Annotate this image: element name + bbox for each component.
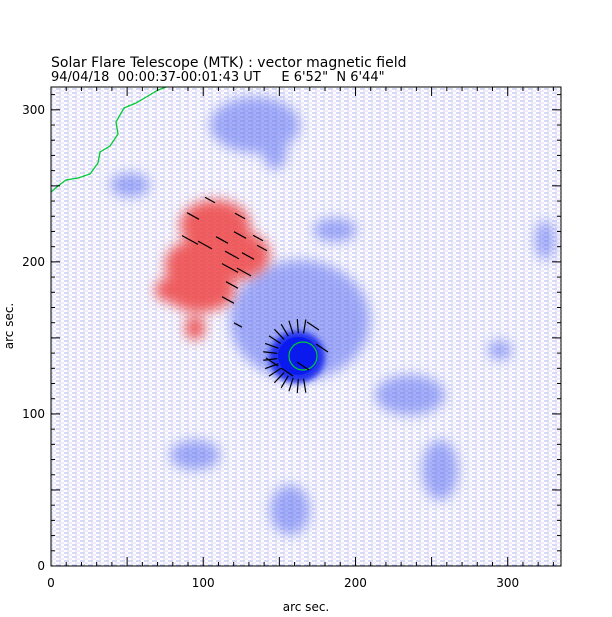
y-tick-label: 100 — [22, 407, 45, 421]
y-tick-label: 0 — [37, 559, 45, 573]
y-axis-ticks: 0 100 200 300 — [22, 94, 561, 573]
vector-mark — [224, 250, 240, 260]
vector-mark — [306, 321, 320, 331]
negative-polarity-regions — [110, 97, 555, 535]
field-vectors — [181, 196, 329, 393]
vector-mark — [234, 212, 246, 220]
plot-frame — [50, 86, 562, 567]
vector-mark — [241, 252, 255, 260]
vector-mark — [221, 296, 235, 304]
vector-mark — [197, 240, 213, 250]
vector-mark — [273, 372, 285, 384]
vector-mark — [303, 319, 307, 334]
y-tick-label: 300 — [22, 103, 45, 117]
x-tick-label: 100 — [192, 576, 215, 590]
vector-mark — [315, 343, 329, 353]
vector-mark — [296, 378, 299, 393]
vector-mark — [268, 368, 282, 377]
x-tick-label: 300 — [496, 576, 519, 590]
vector-mark — [236, 267, 252, 277]
x-axis-ticks: 0 100 200 300 — [47, 87, 554, 590]
vector-mark — [268, 335, 282, 344]
y-tick-label: 200 — [22, 255, 45, 269]
vector-mark — [280, 323, 289, 337]
vector-mark — [256, 244, 268, 252]
vector-mark — [280, 367, 294, 377]
vector-mark — [186, 212, 200, 220]
vector-mark — [233, 322, 243, 328]
vector-mark — [204, 196, 216, 204]
y-axis-label: arc sec. — [2, 303, 16, 349]
vector-mark — [273, 328, 285, 340]
sunspot-umbra — [269, 331, 325, 383]
vector-mark — [296, 319, 299, 334]
x-axis-label: arc sec. — [283, 600, 329, 614]
figure-title: Solar Flare Telescope (MTK) : vector mag… — [51, 55, 407, 71]
vector-mark — [280, 375, 289, 389]
x-tick-label: 0 — [47, 576, 55, 590]
vector-mark — [288, 377, 294, 392]
positive-polarity-region — [155, 200, 270, 340]
vector-mark — [252, 234, 264, 242]
vector-mark — [215, 236, 229, 244]
plot-area — [51, 87, 561, 566]
vector-mark — [265, 357, 279, 367]
vector-mark — [264, 342, 279, 349]
vector-mark — [181, 235, 199, 245]
vector-mark — [303, 378, 307, 393]
vector-mark — [233, 231, 247, 239]
vector-mark — [296, 361, 310, 371]
vector-mark — [221, 263, 239, 273]
vector-mark — [263, 358, 278, 361]
vector-mark — [263, 351, 278, 354]
limb-contour — [51, 87, 167, 193]
x-tick-label: 200 — [344, 576, 367, 590]
vector-mark — [225, 281, 239, 289]
figure-subtitle: 94/04/18 00:00:37-00:01:43 UT E 6'52" N … — [51, 70, 385, 85]
vector-mark — [288, 320, 294, 335]
